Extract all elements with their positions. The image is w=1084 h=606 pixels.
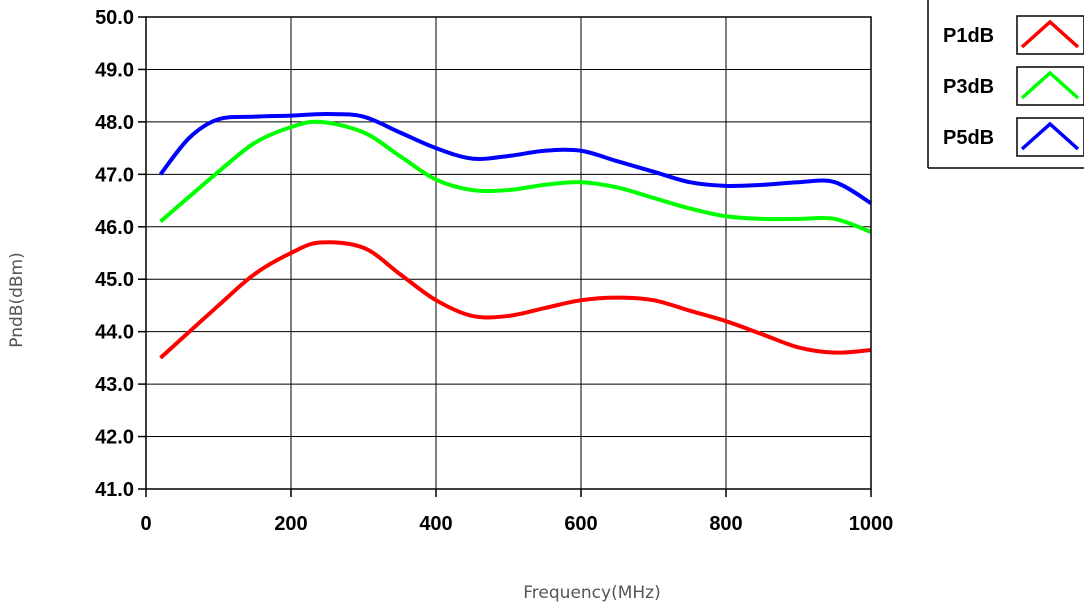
series-line-p5db (158, 112, 873, 205)
y-tick-label: 41.0 (95, 479, 134, 501)
y-tick-label: 44.0 (95, 322, 134, 344)
series-line-p3db (159, 119, 872, 234)
y-tick-label: 50.0 (95, 7, 134, 29)
y-tick-label: 45.0 (95, 269, 134, 291)
ticks: 41.0 42.0 43.0 44.0 45.0 46.0 47.0 48.0 49.0 50.0… (95, 7, 893, 535)
y-tick-label: 43.0 (95, 374, 134, 396)
plot-border (145, 16, 872, 490)
series-line-p1db (159, 240, 872, 360)
x-tick-label: 600 (564, 513, 597, 535)
legend: P1dB P3dB P5dB (927, 0, 1084, 169)
y-tick-label: 48.0 (95, 112, 134, 134)
y-tick-label: 42.0 (95, 427, 134, 449)
x-tick-label: 0 (140, 513, 151, 535)
series-layer (158, 112, 873, 360)
legend-swatch-p3db (1020, 70, 1080, 100)
x-axis-title: Frequency(MHz) (523, 583, 660, 603)
x-tick-label: 200 (274, 513, 307, 535)
x-tick-label: 800 (709, 513, 742, 535)
legend-swatch-p5db (1020, 121, 1080, 151)
y-tick-label: 46.0 (95, 217, 134, 239)
y-axis-title: PndB(dBm) (7, 252, 27, 347)
x-tick-label: 1000 (849, 513, 894, 535)
legend-label-p3db: P3dB (943, 76, 994, 98)
x-tick-label: 400 (419, 513, 452, 535)
plot-area (146, 17, 871, 489)
y-tick-label: 47.0 (95, 164, 134, 186)
y-tick-label: 49.0 (95, 59, 134, 81)
legend-label-p1db: P1dB (943, 25, 994, 47)
legend-swatch-p1db (1020, 19, 1080, 49)
legend-label-p5db: P5dB (943, 127, 994, 149)
